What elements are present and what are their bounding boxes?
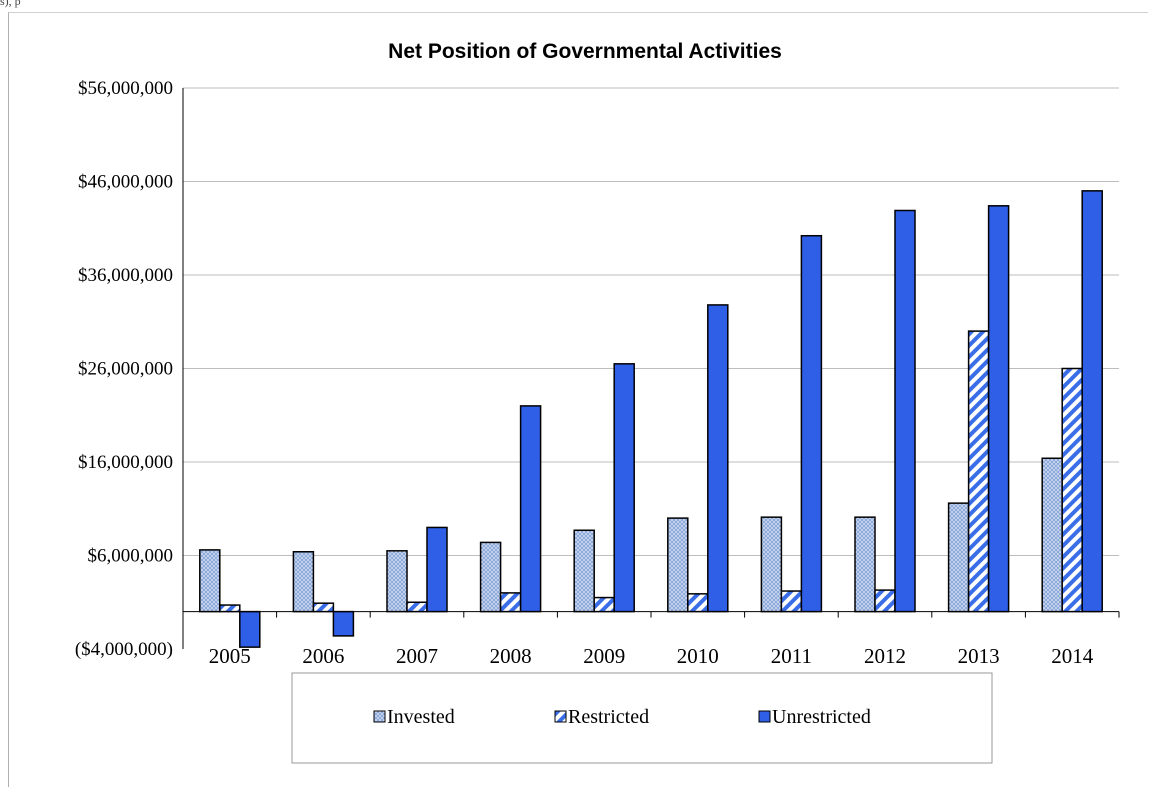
bar-unrestricted-2009 [613,363,635,613]
x-tick-label: 2014 [1051,644,1094,668]
y-tick-label: $26,000,000 [78,359,173,380]
y-tick-label: ($4,000,000) [75,639,173,660]
chart-frame: Net Position of Governmental Activities … [8,12,1148,787]
bar-invested-2013 [947,502,970,613]
bar-restricted-2014 [1061,367,1083,613]
y-tick-label: $6,000,000 [88,546,174,567]
x-tick-label: 2012 [864,644,906,668]
x-tick-label: 2013 [958,644,1000,668]
bar-unrestricted-2006 [332,610,355,637]
bar-invested-2007 [386,550,408,613]
bar-invested-2006 [292,551,315,613]
bar-restricted-2008 [499,592,522,613]
y-tick-label: $16,000,000 [78,452,173,473]
legend-box [291,672,993,764]
x-tick-label: 2011 [771,644,812,668]
bar-invested-2014 [1041,457,1063,613]
bar-invested-2012 [854,516,876,613]
y-tick-label: $36,000,000 [78,265,173,286]
bar-restricted-2005 [219,604,241,613]
bar-restricted-2007 [406,601,428,613]
bar-restricted-2012 [874,589,896,613]
x-tick-label: 2006 [302,644,344,668]
bar-unrestricted-2005 [239,610,261,648]
bar-invested-2010 [667,517,689,613]
x-tick-label: 2010 [677,644,719,668]
legend-label-invested: Invested [387,706,455,728]
bar-unrestricted-2008 [519,405,542,613]
bar-invested-2009 [573,529,595,613]
bar-unrestricted-2013 [987,205,1010,613]
bar-unrestricted-2012 [894,209,916,613]
legend-label-unrestricted: Unrestricted [772,706,871,728]
legend-swatch-unrestricted [758,710,771,723]
bar-chart: Net Position of Governmental Activities … [75,40,1120,764]
x-tick-label: 2008 [490,644,532,668]
y-tick-label: $56,000,000 [78,78,173,99]
bar-restricted-2006 [312,602,335,613]
chart-title: Net Position of Governmental Activities [388,40,782,63]
bar-invested-2011 [760,516,783,613]
bar-unrestricted-2007 [426,526,448,613]
x-tick-label: 2009 [583,644,625,668]
top-text-fragment: s), p [0,0,21,8]
bar-restricted-2013 [967,330,990,613]
bar-invested-2005 [199,549,221,613]
bar-unrestricted-2010 [707,304,729,613]
bar-restricted-2010 [687,593,709,613]
bar-restricted-2009 [593,596,615,613]
bar-restricted-2011 [780,590,803,613]
legend-swatch-restricted [554,710,567,723]
x-tick-label: 2005 [209,644,251,668]
y-tick-label: $46,000,000 [78,172,173,193]
bar-unrestricted-2014 [1081,190,1103,613]
x-tick-label: 2007 [396,644,438,668]
legend-swatch-invested [373,710,386,723]
bar-unrestricted-2011 [800,234,823,613]
bar-invested-2008 [479,541,502,613]
legend-label-restricted: Restricted [568,706,649,728]
